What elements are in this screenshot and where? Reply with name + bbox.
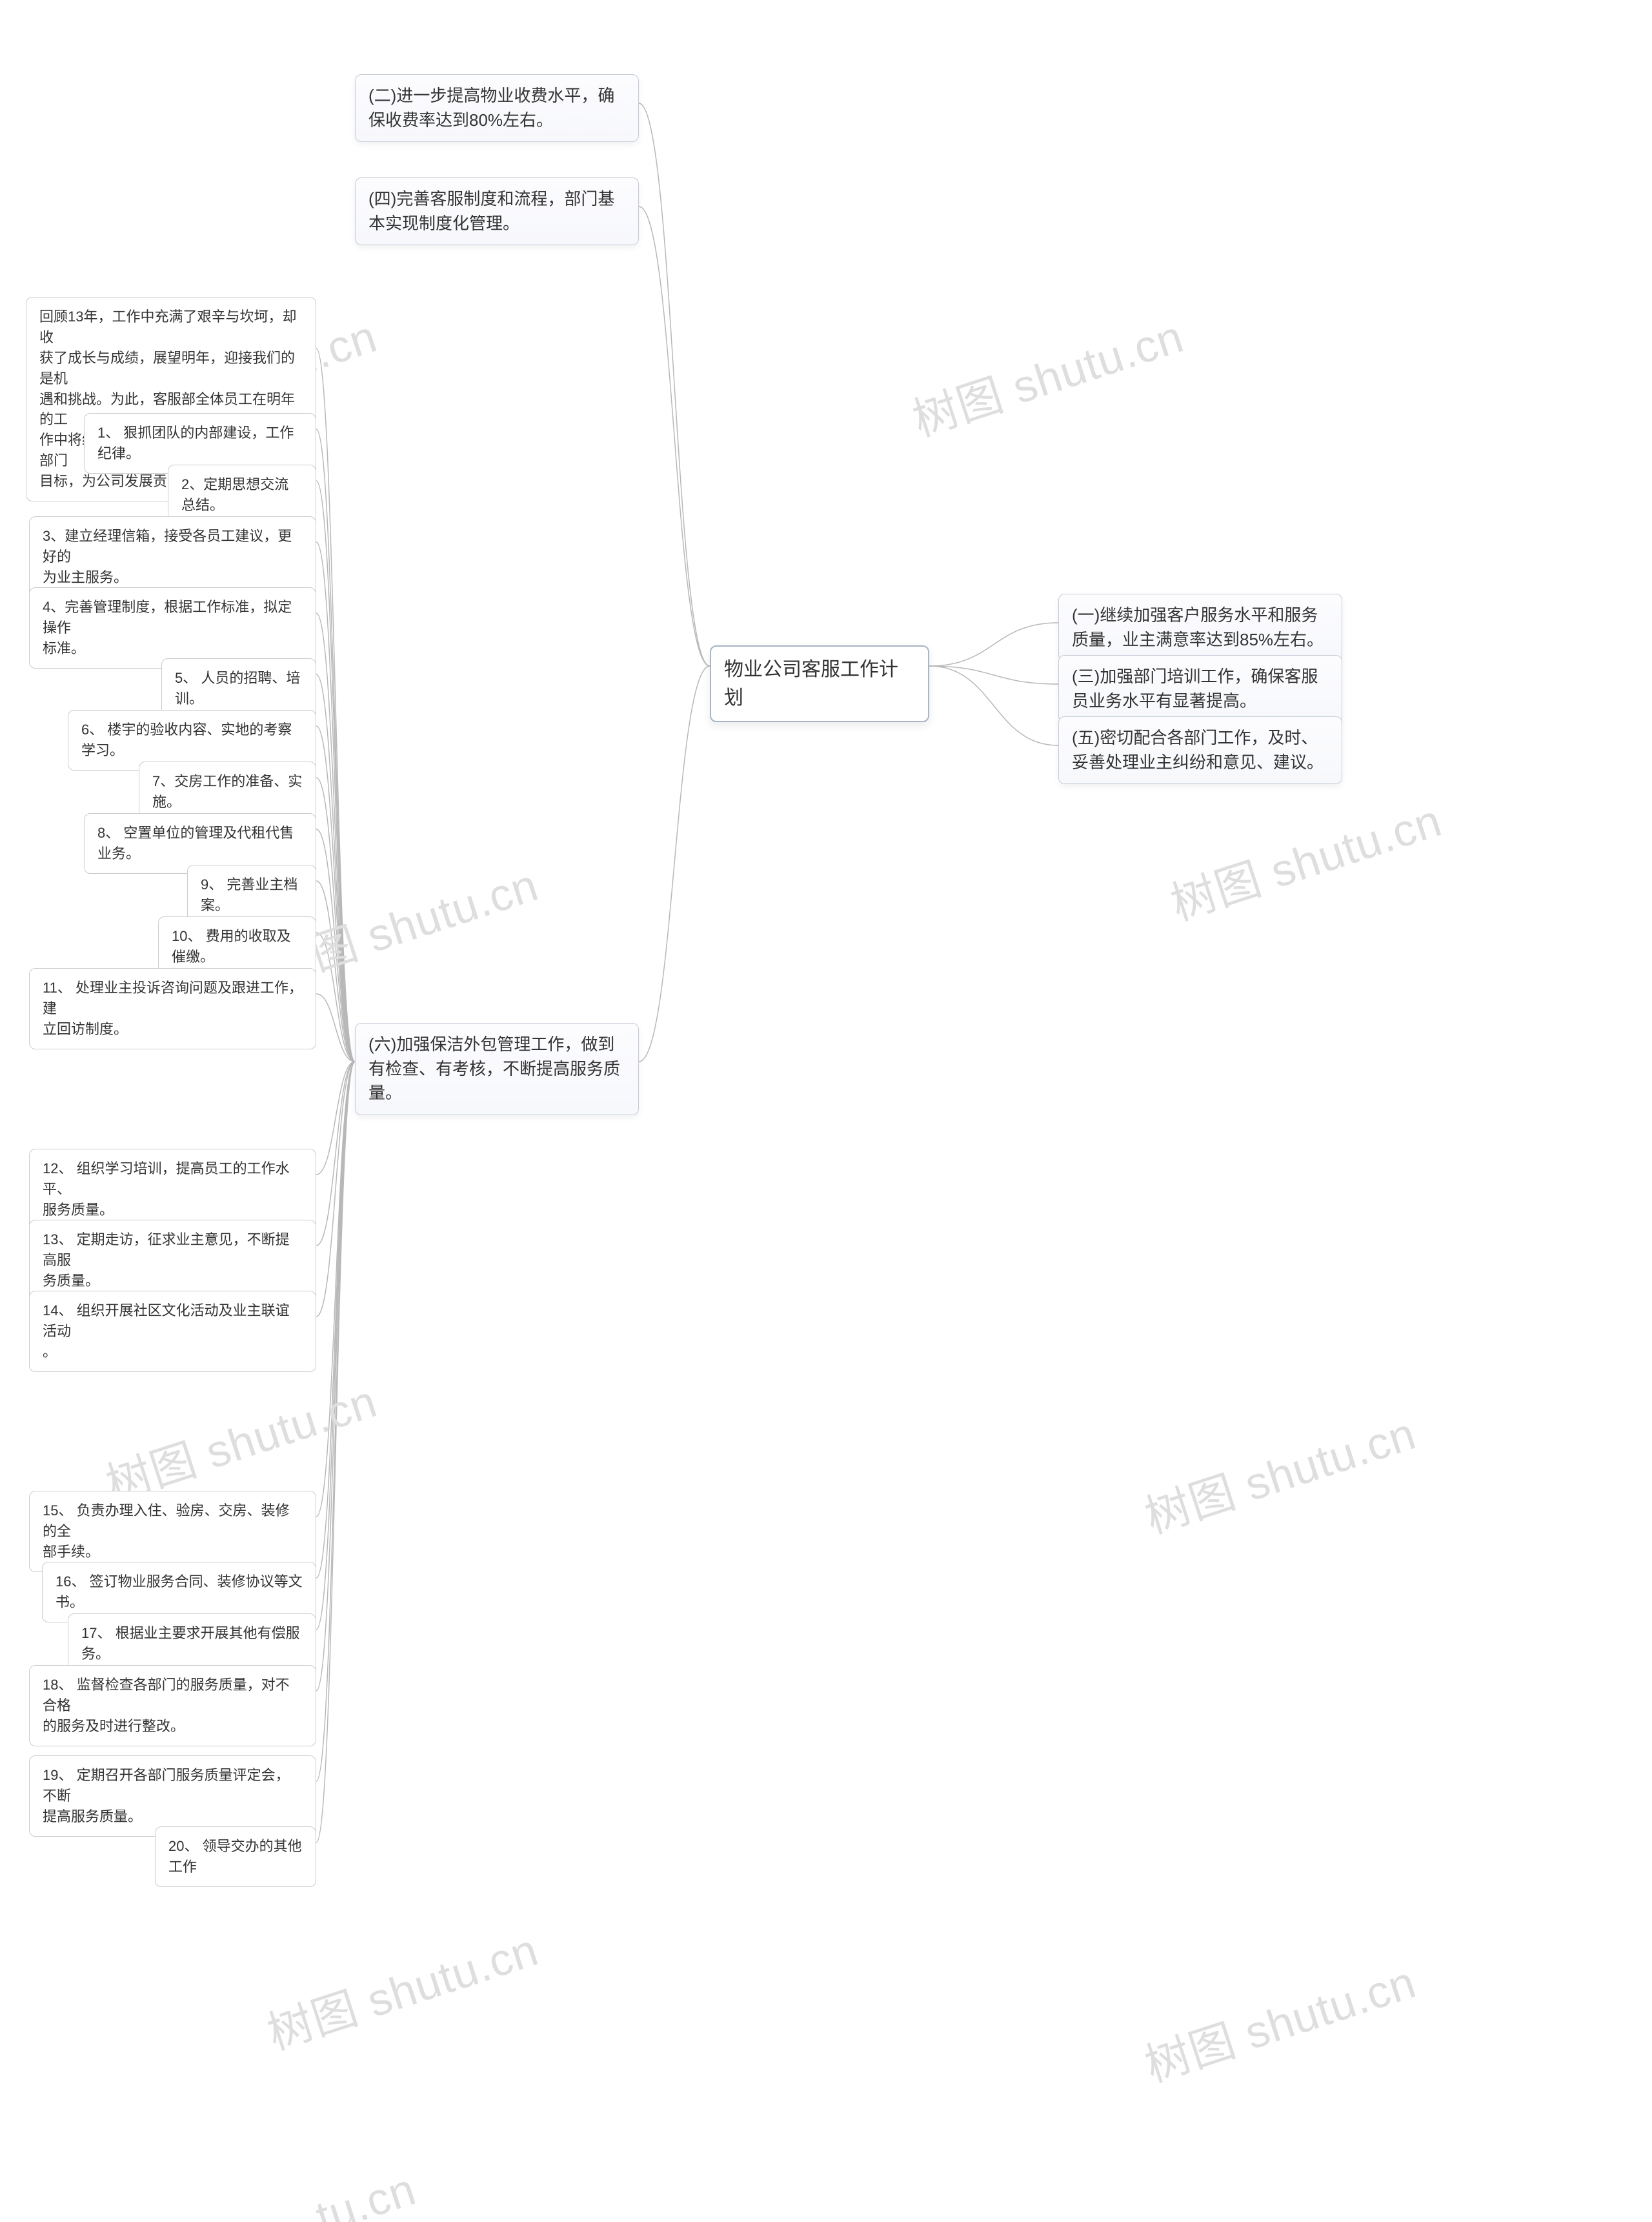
leaf-c11[interactable]: 11、 处理业主投诉咨询问题及跟进工作，建 立回访制度。 [29, 968, 316, 1049]
leaf-c4[interactable]: 4、完善管理制度，根据工作标准，拟定操作 标准。 [29, 587, 316, 669]
branch-r1[interactable]: (一)继续加强客户服务水平和服务 质量，业主满意率达到85%左右。 [1058, 594, 1342, 662]
leaf-c3[interactable]: 3、建立经理信箱，接受各员工建议，更好的 为业主服务。 [29, 516, 316, 598]
canvas: 树图 shutu.cn 树图 shutu.cn 树图 shutu.cn 树图 shut… [0, 0, 1652, 2222]
leaf-c19[interactable]: 19、 定期召开各部门服务质量评定会，不断 提高服务质量。 [29, 1755, 316, 1837]
watermark: 树图 shutu.cn [258, 1914, 545, 2063]
leaf-c12[interactable]: 12、 组织学习培训，提高员工的工作水平、 服务质量。 [29, 1149, 316, 1230]
leaf-c15[interactable]: 15、 负责办理入住、验房、交房、装修的全 部手续。 [29, 1491, 316, 1572]
root-node[interactable]: 物业公司客服工作计划 [710, 645, 929, 722]
leaf-c14[interactable]: 14、 组织开展社区文化活动及业主联谊活动 。 [29, 1291, 316, 1372]
watermark: 树图 shutu.cn [1136, 1398, 1423, 1547]
leaf-c20[interactable]: 20、 领导交办的其他工作 [155, 1826, 316, 1887]
branch-r5[interactable]: (五)密切配合各部门工作，及时、 妥善处理业主纠纷和意见、建议。 [1058, 716, 1342, 784]
branch-l6[interactable]: (六)加强保洁外包管理工作，做到 有检查、有考核，不断提高服务质 量。 [355, 1023, 639, 1115]
leaf-c13[interactable]: 13、 定期走访，征求业主意见，不断提高服 务质量。 [29, 1220, 316, 1301]
branch-l2[interactable]: (二)进一步提高物业收费水平，确 保收费率达到80%左右。 [355, 74, 639, 142]
watermark: 树图 shutu.cn [903, 301, 1191, 450]
watermark: 树图 shutu.cn [1162, 785, 1449, 934]
branch-l4[interactable]: (四)完善客服制度和流程，部门基 本实现制度化管理。 [355, 177, 639, 245]
watermark: 树图 shutu.cn [1136, 1946, 1423, 2096]
watermark: tu.cn [310, 2163, 422, 2222]
leaf-c18[interactable]: 18、 监督检查各部门的服务质量，对不合格 的服务及时进行整改。 [29, 1665, 316, 1746]
branch-r3[interactable]: (三)加强部门培训工作，确保客服 员业务水平有显著提高。 [1058, 655, 1342, 723]
